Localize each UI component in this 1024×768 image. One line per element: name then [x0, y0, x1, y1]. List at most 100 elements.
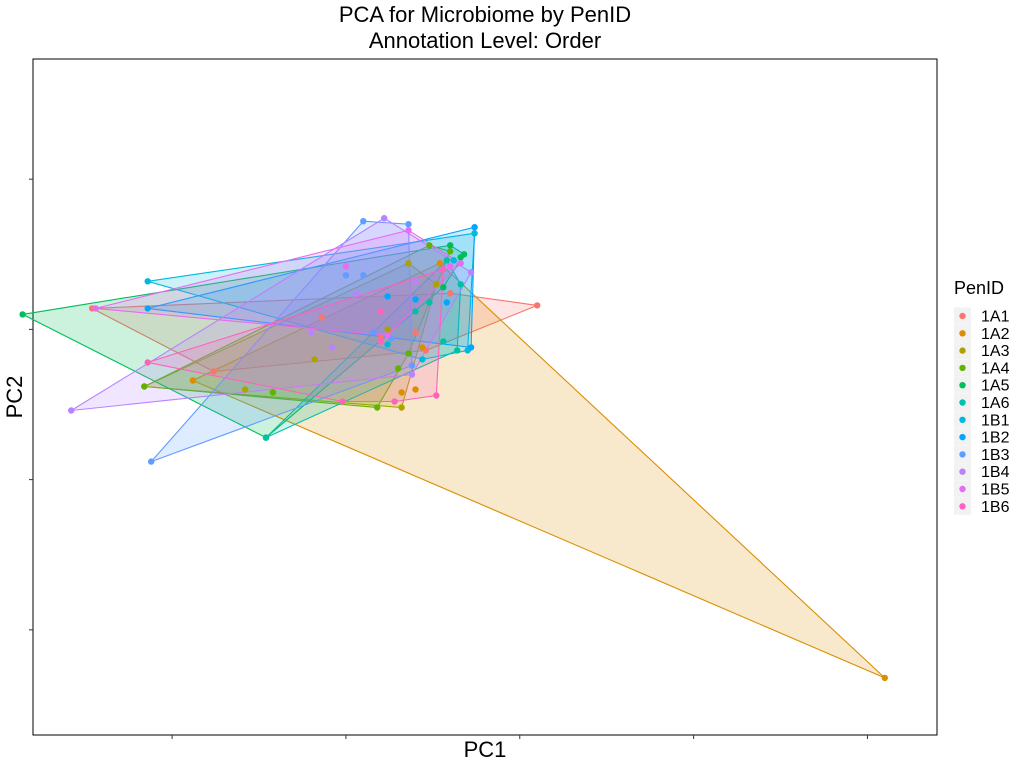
point-1A2 [436, 260, 443, 267]
point-1B5 [457, 260, 464, 267]
point-1B6 [339, 398, 346, 405]
legend-item-1B4: 1B4 [954, 463, 1010, 481]
legend-label-1B2: 1B2 [981, 430, 1010, 447]
point-1A4 [426, 242, 433, 249]
legend-item-1A2: 1A2 [954, 324, 1010, 343]
point-1B1 [144, 278, 151, 285]
point-1A2 [398, 389, 405, 396]
legend: PenID 1A11A21A31A41A51A61B11B21B31B41B51… [954, 278, 1010, 516]
point-1B6 [440, 266, 447, 273]
legend-item-1B5: 1B5 [954, 480, 1010, 499]
chart-subtitle: Annotation Level: Order [369, 28, 601, 53]
point-1A4 [405, 350, 412, 357]
point-1B5 [342, 263, 350, 270]
point-1B6 [433, 392, 440, 399]
point-1B1 [419, 356, 426, 363]
legend-swatch-1B2 [959, 433, 966, 441]
legend-item-1A4: 1A4 [954, 359, 1010, 377]
legend-label-1A2: 1A2 [981, 326, 1010, 343]
point-1A1 [534, 302, 541, 309]
legend-label-1B1: 1B1 [981, 412, 1010, 429]
legend-swatch-1B4 [959, 468, 966, 475]
legend-label-1B5: 1B5 [981, 482, 1010, 499]
hull-1A2 [191, 262, 886, 679]
point-1A4 [141, 383, 148, 390]
point-1B1 [384, 341, 391, 348]
point-1B4 [412, 278, 419, 285]
chart-title: PCA for Microbiome by PenID [339, 2, 631, 27]
legend-label-1A5: 1A5 [981, 378, 1010, 395]
point-1A5 [447, 242, 454, 249]
legend-title: PenID [954, 278, 1004, 298]
point-1A2 [189, 377, 197, 384]
legend-item-1A3: 1A3 [954, 342, 1010, 360]
legend-swatch-1A1 [959, 312, 966, 320]
x-axis-title: PC1 [464, 737, 507, 762]
y-axis-title: PC2 [2, 376, 27, 419]
legend-swatch-1A6 [959, 399, 966, 406]
point-1A6 [440, 338, 447, 345]
point-1A6 [457, 281, 464, 288]
point-1B6 [144, 359, 151, 366]
legend-label-1A1: 1A1 [981, 309, 1010, 326]
point-1B3 [405, 221, 412, 228]
point-1B3 [360, 272, 367, 279]
legend-swatch-1B5 [959, 485, 966, 493]
point-1B2 [443, 299, 450, 306]
point-1B2 [467, 344, 475, 351]
point-1B5 [405, 227, 412, 234]
point-1B2 [412, 296, 419, 303]
legend-item-1B2: 1B2 [954, 428, 1010, 447]
legend-item-1B3: 1B3 [954, 445, 1010, 464]
point-1A3 [241, 386, 249, 393]
point-1A2 [881, 674, 888, 682]
hull-1B6 [147, 268, 444, 403]
point-1A3 [311, 356, 318, 363]
legend-item-1A5: 1A5 [954, 376, 1010, 395]
point-1B4 [308, 329, 315, 336]
point-1A4 [269, 389, 277, 396]
plot-panel [32, 58, 938, 736]
point-1A3 [398, 404, 405, 411]
point-1B3 [370, 329, 377, 336]
point-1B4 [353, 290, 360, 297]
point-1A1 [412, 329, 419, 336]
point-1B6 [377, 338, 384, 345]
point-1A3 [384, 326, 391, 333]
point-1B3 [408, 362, 416, 369]
legend-item-1B1: 1B1 [954, 411, 1010, 429]
legend-label-1A6: 1A6 [981, 395, 1010, 412]
point-1B4 [68, 407, 75, 414]
point-1A6 [262, 434, 270, 441]
point-1A3 [433, 281, 440, 288]
point-1B3 [342, 272, 350, 279]
point-1A6 [426, 299, 433, 306]
legend-item-1A1: 1A1 [954, 307, 1010, 326]
tick-layer [29, 178, 868, 739]
point-1B2 [144, 305, 151, 312]
point-1B1 [450, 257, 457, 264]
point-1B3 [360, 218, 367, 225]
point-1A6 [443, 257, 450, 264]
point-1A5 [19, 311, 26, 318]
legend-label-1B6: 1B6 [981, 499, 1010, 516]
point-1B5 [92, 305, 99, 312]
point-1A6 [412, 308, 419, 315]
legend-swatch-1A5 [959, 382, 966, 389]
point-1B6 [377, 308, 384, 315]
legend-swatch-1B3 [959, 451, 966, 458]
point-1A4 [447, 248, 454, 255]
point-1A2 [419, 344, 426, 351]
legend-swatch-1A3 [959, 347, 966, 354]
point-1B4 [408, 371, 416, 378]
point-1A3 [405, 260, 412, 267]
point-1B5 [447, 263, 454, 270]
point-1B4 [381, 215, 388, 222]
legend-swatch-1B6 [959, 503, 966, 510]
point-1A2 [412, 386, 419, 393]
legend-label-1B4: 1B4 [981, 464, 1010, 481]
point-1B4 [328, 344, 336, 351]
legend-swatch-1B1 [959, 416, 966, 423]
legend-label-1B3: 1B3 [981, 447, 1010, 464]
